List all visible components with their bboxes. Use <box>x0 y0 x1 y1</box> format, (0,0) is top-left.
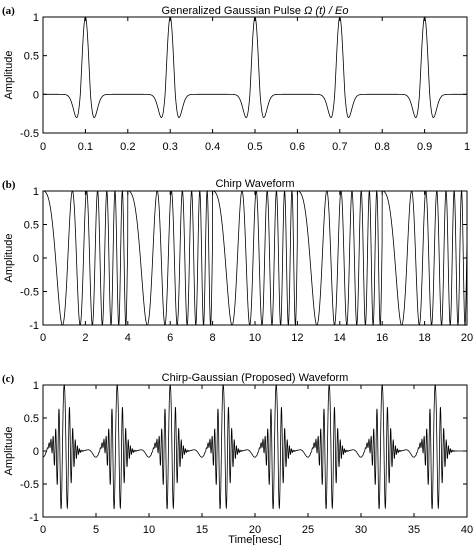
series-line <box>43 16 467 118</box>
x-tick-label: 0 <box>40 141 46 153</box>
y-tick-label: -0.5 <box>20 479 39 491</box>
x-tick-label: 6 <box>167 332 173 344</box>
chart-title: Chirp-Gaussian (Proposed) Waveform <box>162 372 349 384</box>
x-tick-label: 12 <box>291 332 303 344</box>
y-tick-label: 0 <box>33 89 39 101</box>
y-tick-label: 0 <box>33 446 39 458</box>
y-tick-label: 0.5 <box>24 413 39 425</box>
x-tick-label: 18 <box>418 332 430 344</box>
x-tick-label: 0.5 <box>247 141 262 153</box>
series-line <box>42 384 467 510</box>
chart-panel-1: 0 0.1 0.2 0.3 0.4 0.5 0.6 0.7 0.8 0.9 1-0.500.51(a… <box>2 5 470 153</box>
y-tick-label: 1 <box>33 380 39 392</box>
x-tick-label: 0 <box>40 524 46 536</box>
x-tick-label: 5 <box>93 524 99 536</box>
x-tick-label: 0.2 <box>120 141 135 153</box>
plot-frame <box>42 16 468 134</box>
y-tick-label: 1 <box>33 186 39 198</box>
y-tick-label: -0.5 <box>20 287 39 299</box>
x-tick-label: 0.7 <box>332 141 347 153</box>
y-tick-label: -0.5 <box>20 128 39 140</box>
x-tick-label: 20 <box>249 524 261 536</box>
x-tick-label: 40 <box>461 524 473 536</box>
x-tick-label: 35 <box>408 524 420 536</box>
x-tick-label: 0.4 <box>205 141 220 153</box>
y-tick-label: -1 <box>29 320 39 332</box>
x-tick-label: 0.8 <box>375 141 390 153</box>
chart-title-formula: Ω (t) / Eo <box>301 5 349 17</box>
y-axis-label: Amplitude <box>3 234 15 283</box>
x-tick-label: 10 <box>249 332 261 344</box>
x-tick-label: 25 <box>302 524 314 536</box>
y-axis-label: Amplitude <box>3 51 15 100</box>
x-tick-label: 4 <box>125 332 131 344</box>
x-tick-label: 1 <box>464 141 470 153</box>
x-tick-label: 0.9 <box>417 141 432 153</box>
y-tick-label: 0.5 <box>24 51 39 63</box>
panel-label: (c) <box>2 373 15 385</box>
y-tick-label: -1 <box>29 512 39 524</box>
panel-label: (a) <box>2 5 15 17</box>
x-tick-label: 8 <box>210 332 216 344</box>
x-tick-label: 2 <box>82 332 88 344</box>
x-tick-label: 0.1 <box>78 141 93 153</box>
x-tick-label: 15 <box>196 524 208 536</box>
x-tick-label: 0 <box>40 332 46 344</box>
y-tick-label: 0 <box>33 253 39 265</box>
x-tick-label: 20 <box>461 332 473 344</box>
chart-panel-3: 0 5 10 15 20 25 30 35 40 -1 -0.5 0 0.5 1 (c) Chirp-Gaus… <box>2 372 473 545</box>
x-tick-label: 0.3 <box>163 141 178 153</box>
panel-label: (b) <box>2 179 16 191</box>
series-line <box>43 189 468 327</box>
y-axis-label: Amplitude <box>3 427 15 476</box>
x-tick-label: 10 <box>143 524 155 536</box>
chart-title: Chirp Waveform <box>215 178 294 190</box>
y-tick-label: 1 <box>33 12 39 24</box>
x-tick-label: 30 <box>355 524 367 536</box>
x-axis-label: Time[nesc] <box>228 534 281 545</box>
x-tick-label: 16 <box>376 332 388 344</box>
chart-title: Generalized Gaussian Pulse Ω (t) / Eo <box>162 5 349 17</box>
y-tick-label: 0.5 <box>24 220 39 232</box>
x-tick-label: 14 <box>334 332 346 344</box>
x-tick-label: 0.6 <box>290 141 305 153</box>
chart-panel-2: 0 2 4 6 8 10 12 14 16 18 20 -1 -0.5 0 0.5 1 (b) Chirp Wav… <box>2 178 473 344</box>
